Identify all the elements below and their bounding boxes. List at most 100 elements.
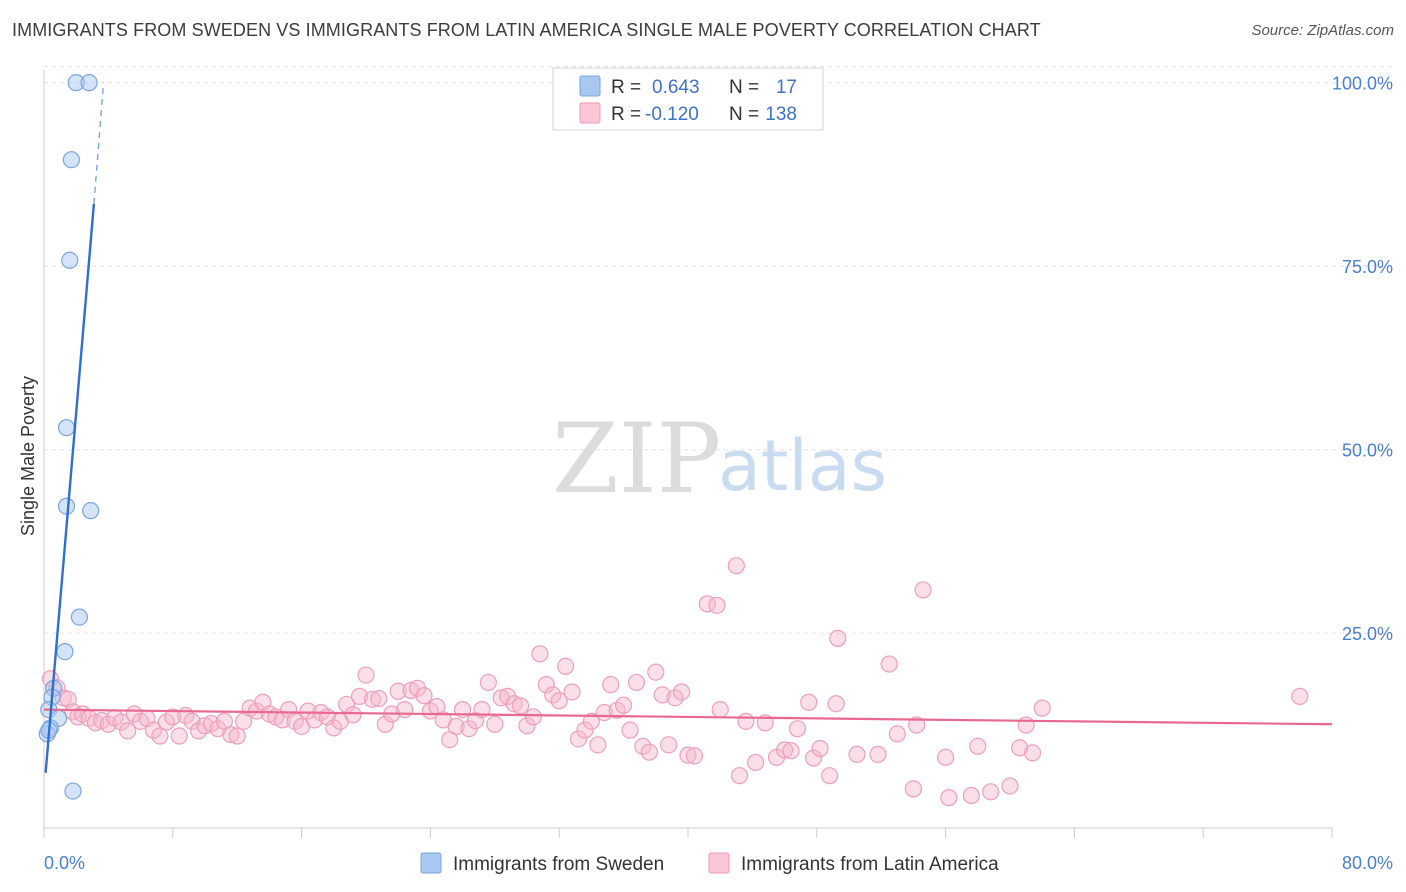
latam-point: [1023, 744, 1042, 762]
latam-point: [563, 683, 581, 701]
latam-point: [479, 673, 497, 692]
latam-point: [164, 708, 182, 726]
latam-point: [99, 715, 118, 733]
source-label: Source: ZipAtlas.com: [1251, 22, 1394, 39]
latam-point: [228, 727, 246, 745]
watermark-zip: ZIP: [552, 403, 721, 515]
latam-point: [621, 721, 639, 739]
chart-title: IMMIGRANTS FROM SWEDEN VS IMMIGRANTS FRO…: [12, 20, 1041, 40]
latam-point: [908, 716, 926, 734]
latam-point: [582, 712, 601, 730]
x-tick-label-min: 0.0%: [44, 853, 85, 873]
sweden-trend-extension: [93, 82, 105, 204]
latam-point: [402, 681, 420, 700]
latam-point: [653, 686, 671, 704]
sweden-point: [61, 251, 79, 269]
latam-point: [827, 695, 845, 713]
latam-point: [550, 692, 568, 710]
latam-point: [614, 696, 633, 714]
gridlines: [44, 66, 1394, 634]
correlation-legend: R = 0.643 N = 17 R = -0.120 N = 138: [552, 67, 824, 131]
latam-point: [969, 737, 987, 755]
y-axis-label: Single Male Poverty: [18, 376, 38, 536]
latam-point: [112, 713, 130, 731]
latam-point: [800, 693, 818, 711]
legend-r-value-latam: -0.120: [645, 104, 699, 125]
latam-point: [904, 780, 923, 798]
latam-series: [41, 557, 1309, 807]
latam-point: [357, 666, 375, 684]
latam-point: [821, 767, 839, 785]
sweden-series: [38, 74, 100, 800]
latam-point: [486, 715, 504, 733]
latam-point: [183, 712, 201, 730]
latam-point: [811, 739, 829, 758]
sweden-point: [57, 497, 76, 515]
bottom-legend-label-sweden: Immigrants from Sweden: [453, 854, 664, 875]
legend-n-label-sweden: N =: [729, 77, 759, 98]
latam-point: [544, 686, 562, 704]
sweden-trend-line: [44, 203, 96, 773]
latam-point: [962, 786, 980, 805]
latam-point: [170, 727, 188, 745]
latam-point: [370, 689, 388, 708]
bottom-legend-label-latam: Immigrants from Latin America: [741, 854, 999, 875]
latam-point: [660, 736, 678, 754]
y-tick-label: 100.0%: [1332, 74, 1393, 94]
latam-point: [679, 746, 697, 764]
latam-point: [518, 717, 536, 735]
latam-point: [1291, 687, 1309, 705]
bottom-legend-swatch-latam: [708, 852, 730, 874]
latam-point: [888, 725, 906, 743]
latam-point: [711, 700, 729, 719]
latam-point: [602, 676, 620, 694]
latam-point: [936, 748, 955, 766]
legend-n-value-sweden: 17: [776, 77, 797, 98]
latam-point: [914, 581, 932, 599]
latam-point: [869, 745, 887, 763]
latam-point: [627, 673, 646, 692]
x-tick-label-max: 80.0%: [1342, 853, 1393, 873]
legend-r-label-sweden: R =: [611, 77, 641, 98]
latam-point: [299, 702, 317, 720]
latam-point: [730, 767, 749, 785]
sweden-point: [57, 419, 76, 437]
latam-point: [685, 747, 704, 765]
latam-point: [747, 753, 765, 772]
latam-point: [511, 697, 530, 715]
latam-point: [1033, 699, 1051, 717]
latam-point: [376, 715, 394, 733]
y-tick-label: 50.0%: [1342, 441, 1393, 461]
latam-point: [415, 687, 433, 705]
y-tick-label: 25.0%: [1342, 624, 1393, 644]
latam-point: [350, 687, 369, 705]
latam-point: [537, 676, 555, 694]
latam-point: [396, 700, 414, 719]
latam-point: [569, 730, 588, 748]
latam-point: [151, 727, 169, 745]
latam-point: [647, 663, 665, 681]
latam-point: [848, 745, 866, 763]
latam-point: [708, 596, 726, 614]
bottom-legend-swatch-sweden: [420, 852, 442, 874]
latam-point: [196, 717, 214, 735]
legend-n-value-latam: 138: [765, 104, 797, 125]
latam-point: [666, 689, 684, 707]
latam-point: [505, 695, 523, 713]
latam-point: [524, 708, 543, 726]
sweden-point: [80, 74, 98, 92]
watermark-atlas: atlas: [718, 425, 887, 507]
latam-point: [940, 789, 958, 807]
latam-point: [1011, 739, 1029, 757]
latam-point: [727, 557, 745, 575]
sweden-point: [56, 642, 74, 661]
latam-point: [880, 655, 898, 673]
legend-r-value-sweden: 0.643: [652, 77, 700, 98]
latam-point: [982, 783, 1000, 801]
legend-r-label-latam: R =: [611, 104, 641, 125]
trend-lines: [43, 82, 1333, 773]
latam-point: [325, 719, 343, 737]
legend-swatch-sweden: [579, 75, 601, 97]
latam-point: [576, 721, 594, 739]
